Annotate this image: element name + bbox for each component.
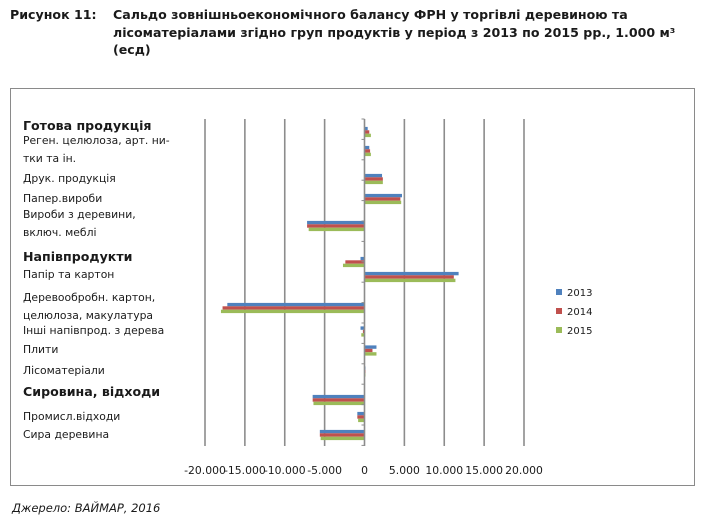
x-tick-label: 10.000 — [425, 464, 463, 477]
group-header-label: Напівпродукти — [23, 249, 132, 264]
bar-2015 — [361, 333, 365, 337]
bar-2013 — [307, 220, 365, 225]
source-note: Джерело: ВАЙМАР, 2016 — [12, 501, 161, 515]
legend-swatch-2014 — [556, 308, 562, 314]
figure-title: Сальдо зовнішньоекономічного балансу ФРН… — [113, 7, 676, 57]
category-label: целюлоза, макулатура — [23, 309, 153, 322]
bar-2013 — [364, 126, 368, 131]
chart-frame: Готова продукція Реген. целюлоза, арт. ни… — [10, 88, 695, 486]
bar-2013 — [319, 429, 365, 434]
bar-2013 — [312, 394, 365, 399]
bar-2013 — [357, 411, 365, 416]
category-label: включ. меблі — [23, 226, 96, 239]
category-label: Промисл.відходи — [23, 410, 120, 423]
category-label: Друк. продукція — [23, 172, 116, 185]
bar-2014 — [312, 398, 365, 402]
category-label: Інші напівпрод. з дерева — [23, 324, 164, 337]
legend-label-2015: 2015 — [567, 326, 592, 337]
bar-2014 — [345, 260, 365, 264]
category-label: Деревообробн. картон, — [23, 291, 155, 304]
bar-2014 — [364, 177, 383, 181]
bar-2015 — [342, 263, 365, 268]
bar-2015 — [358, 418, 365, 423]
legend-label-2014: 2014 — [567, 307, 592, 318]
group-header-label: Готова продукція — [23, 118, 152, 133]
bar-2015 — [320, 436, 365, 441]
legend-swatch-2015 — [556, 327, 562, 333]
x-tick-label: -15.000 — [224, 464, 266, 477]
bar-2014 — [364, 149, 371, 153]
bar-2013 — [360, 326, 365, 330]
bar-2015 — [364, 278, 456, 283]
bar-2013 — [364, 145, 370, 150]
bar-2014 — [364, 130, 370, 134]
bar-2014 — [222, 306, 365, 310]
x-tick-label: 5.000 — [389, 464, 420, 477]
bar-2015 — [364, 352, 377, 356]
group-header-label: Сировина, відходи — [23, 384, 160, 399]
category-label: Сира деревина — [23, 428, 109, 441]
legend-swatch-2013 — [556, 289, 562, 295]
bar-2014 — [364, 348, 373, 353]
bar-2015 — [364, 152, 371, 157]
category-label: Вироби з деревини, — [23, 208, 136, 221]
bar-2013 — [364, 345, 377, 349]
bar-2015 — [313, 401, 365, 406]
x-tick-label: 0 — [361, 464, 368, 477]
x-tick-label: -5.000 — [307, 464, 342, 477]
bar-2013 — [227, 302, 365, 307]
bar-2015 — [308, 227, 365, 232]
bar-2013 — [360, 256, 365, 261]
bar-2015 — [220, 309, 365, 314]
figure-label: Рисунок 11: — [10, 7, 97, 22]
category-label: тки та ін. — [23, 152, 76, 165]
legend-label-2013: 2013 — [567, 288, 592, 299]
bar-2014 — [307, 224, 365, 228]
bar-2014 — [357, 415, 365, 419]
bar-2014 — [319, 433, 365, 437]
category-label: Плити — [23, 343, 58, 356]
category-label: Реген. целюлоза, арт. ни- — [23, 134, 170, 147]
bar-2015 — [364, 200, 402, 205]
bar-2014 — [364, 275, 454, 279]
bar-2015 — [364, 180, 383, 185]
x-tick-label: -10.000 — [264, 464, 306, 477]
category-label: Лісоматеріали — [23, 364, 105, 377]
x-tick-label: 20.000 — [505, 464, 543, 477]
x-tick-label: -20.000 — [184, 464, 226, 477]
bar-2013 — [364, 173, 383, 178]
x-tick-label: 15.000 — [465, 464, 503, 477]
bar-2015 — [364, 133, 371, 138]
category-label: Папір та картон — [23, 268, 114, 281]
bar-2013 — [364, 193, 402, 198]
bar-2014 — [364, 197, 401, 201]
bar-2013 — [364, 271, 459, 276]
category-label: Папер.вироби — [23, 192, 102, 205]
